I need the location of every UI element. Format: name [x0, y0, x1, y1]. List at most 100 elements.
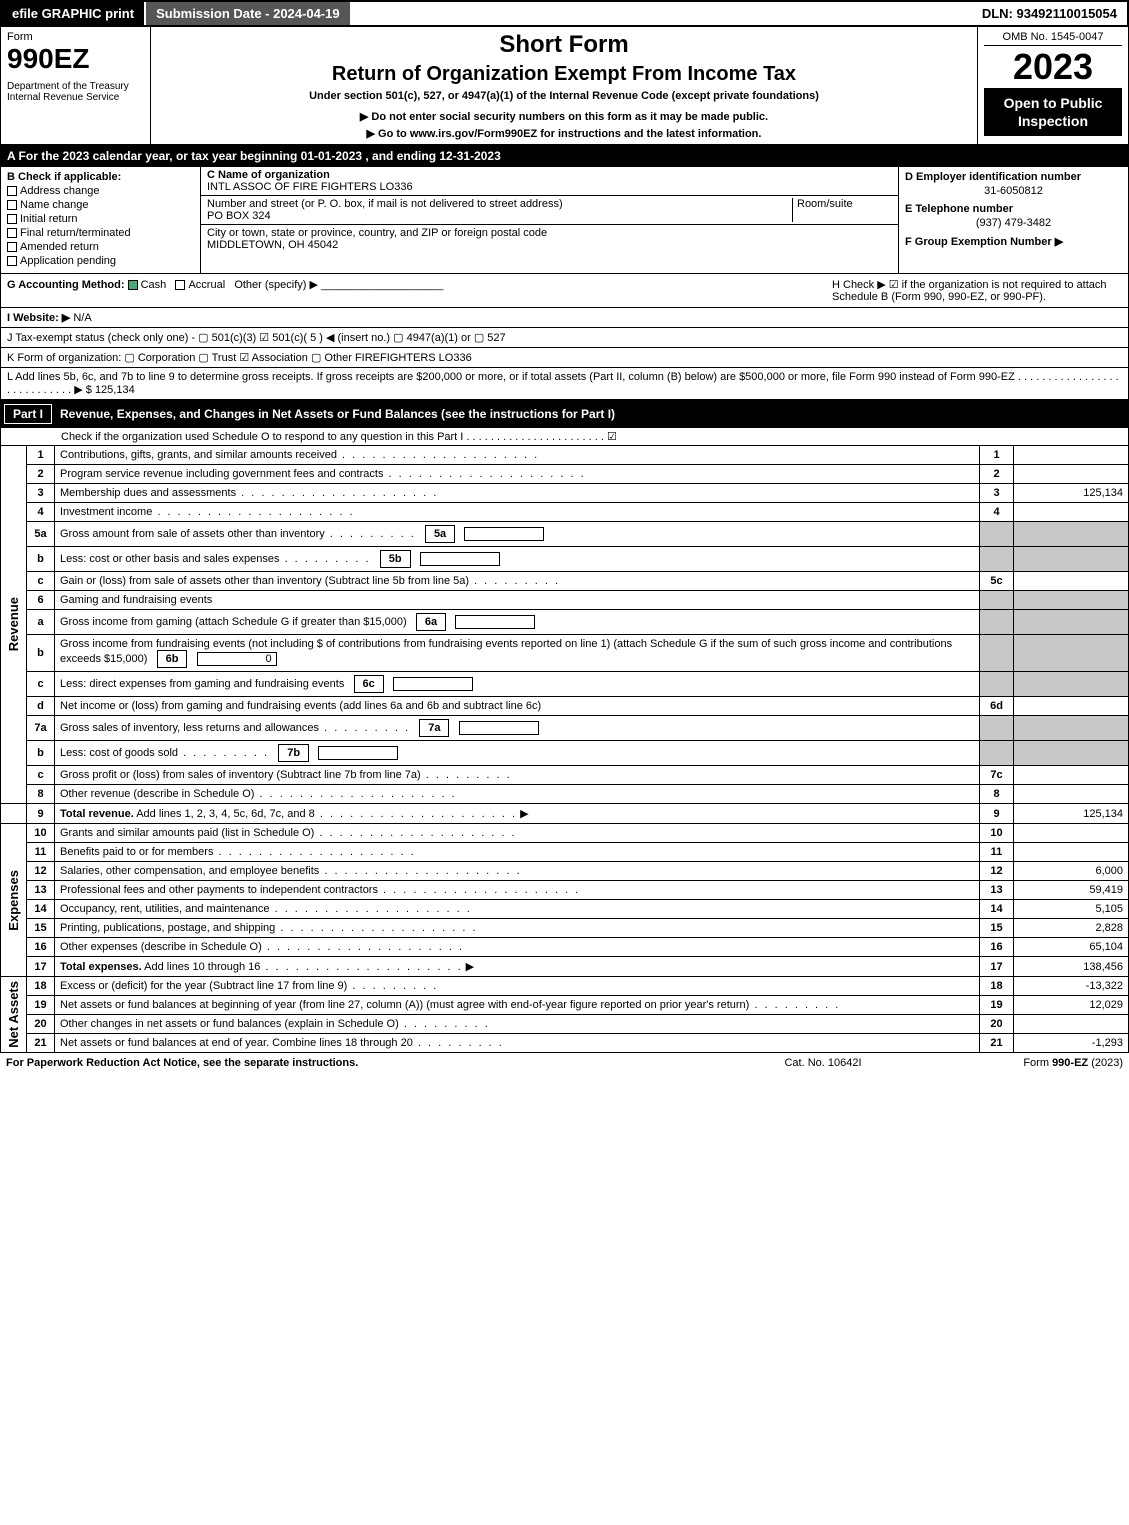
row-l: L Add lines 5b, 6c, and 7b to line 9 to …	[0, 368, 1129, 400]
part1-check-o: Check if the organization used Schedule …	[0, 428, 1129, 445]
footer-left: For Paperwork Reduction Act Notice, see …	[6, 1057, 723, 1069]
chk-name-change[interactable]: Name change	[7, 199, 194, 211]
line-9-amt: 125,134	[1014, 804, 1129, 824]
dln-label: DLN: 93492110015054	[972, 2, 1127, 25]
line-12-amt: 6,000	[1014, 862, 1129, 881]
header-left: Form 990EZ Department of the Treasury In…	[1, 27, 151, 144]
line-20-amt	[1014, 1015, 1129, 1034]
part1-header: Part I Revenue, Expenses, and Changes in…	[0, 400, 1129, 428]
row-g: G Accounting Method: Cash Accrual Other …	[7, 278, 832, 303]
subtitle: Under section 501(c), 527, or 4947(a)(1)…	[159, 90, 969, 102]
section-c: C Name of organization INTL ASSOC OF FIR…	[201, 167, 898, 273]
line-6-text: Gaming and fundraising events	[55, 591, 980, 610]
line-10-amt	[1014, 824, 1129, 843]
chk-accrual[interactable]	[175, 280, 185, 290]
short-form-title: Short Form	[159, 31, 969, 59]
phone-label: E Telephone number	[905, 203, 1122, 215]
footer-right: Form 990-EZ (2023)	[923, 1057, 1123, 1069]
line-3-text: Membership dues and assessments	[55, 484, 980, 503]
chk-initial-return[interactable]: Initial return	[7, 213, 194, 225]
tax-year: 2023	[984, 46, 1122, 88]
row-j: J Tax-exempt status (check only one) - ▢…	[0, 328, 1129, 348]
header-center: Short Form Return of Organization Exempt…	[151, 27, 978, 144]
line-7c-text: Gross profit or (loss) from sales of inv…	[55, 766, 980, 785]
line-14-amt: 5,105	[1014, 900, 1129, 919]
irs-label: Internal Revenue Service	[7, 92, 144, 103]
line-5a-text: Gross amount from sale of assets other t…	[55, 522, 980, 547]
city-label: City or town, state or province, country…	[207, 227, 892, 239]
line-4-text: Investment income	[55, 503, 980, 522]
dept-label: Department of the Treasury	[7, 81, 144, 92]
chk-final-return[interactable]: Final return/terminated	[7, 227, 194, 239]
line-17-amt: 138,456	[1014, 957, 1129, 977]
line-18-text: Excess or (deficit) for the year (Subtra…	[55, 977, 980, 996]
footer-mid: Cat. No. 10642I	[723, 1057, 923, 1069]
city-value: MIDDLETOWN, OH 45042	[207, 239, 892, 251]
form-header: Form 990EZ Department of the Treasury In…	[0, 27, 1129, 145]
part1-label: Part I	[4, 404, 52, 424]
top-bar: efile GRAPHIC print Submission Date - 20…	[0, 0, 1129, 27]
line-11-text: Benefits paid to or for members	[55, 843, 980, 862]
expenses-vlabel: Expenses	[1, 824, 27, 977]
line-17-text: Total expenses. Add lines 10 through 16 …	[55, 957, 980, 977]
footer: For Paperwork Reduction Act Notice, see …	[0, 1053, 1129, 1073]
part1-table: Revenue 1Contributions, gifts, grants, a…	[0, 445, 1129, 1053]
street-value: PO BOX 324	[207, 210, 792, 222]
row-i: I Website: ▶ N/A	[0, 308, 1129, 328]
line-12-text: Salaries, other compensation, and employ…	[55, 862, 980, 881]
efile-print-button[interactable]: efile GRAPHIC print	[2, 2, 146, 25]
chk-address-change[interactable]: Address change	[7, 185, 194, 197]
line-5c-amt	[1014, 572, 1129, 591]
line-7c-amt	[1014, 766, 1129, 785]
line-1-text: Contributions, gifts, grants, and simila…	[55, 446, 980, 465]
line-6b-text: Gross income from fundraising events (no…	[55, 635, 980, 672]
row-gh: G Accounting Method: Cash Accrual Other …	[0, 274, 1129, 308]
revenue-vlabel: Revenue	[1, 446, 27, 804]
line-4-amt	[1014, 503, 1129, 522]
return-title: Return of Organization Exempt From Incom…	[159, 63, 969, 86]
chk-amended-return[interactable]: Amended return	[7, 241, 194, 253]
row-k: K Form of organization: ▢ Corporation ▢ …	[0, 348, 1129, 368]
line-3-amt: 125,134	[1014, 484, 1129, 503]
part1-title: Revenue, Expenses, and Changes in Net As…	[60, 407, 1125, 421]
line-2-amt	[1014, 465, 1129, 484]
section-b: B Check if applicable: Address change Na…	[1, 167, 201, 273]
room-suite-label: Room/suite	[792, 198, 892, 222]
line-13-text: Professional fees and other payments to …	[55, 881, 980, 900]
netassets-vlabel: Net Assets	[1, 977, 27, 1053]
chk-application-pending[interactable]: Application pending	[7, 255, 194, 267]
topbar-spacer	[350, 2, 972, 25]
line-15-amt: 2,828	[1014, 919, 1129, 938]
section-bcd: B Check if applicable: Address change Na…	[0, 167, 1129, 274]
ein-value: 31-6050812	[905, 185, 1122, 197]
group-exemption-label: F Group Exemption Number ▶	[905, 235, 1122, 248]
row-a-tax-year: A For the 2023 calendar year, or tax yea…	[0, 145, 1129, 167]
form-number: 990EZ	[7, 43, 144, 75]
goto-link[interactable]: ▶ Go to www.irs.gov/Form990EZ for instru…	[159, 127, 969, 140]
omb-number: OMB No. 1545-0047	[984, 31, 1122, 46]
form-word: Form	[7, 31, 144, 43]
phone-value: (937) 479-3482	[905, 217, 1122, 229]
line-16-text: Other expenses (describe in Schedule O)	[55, 938, 980, 957]
line-1-amt	[1014, 446, 1129, 465]
chk-cash[interactable]	[128, 280, 138, 290]
line-21-amt: -1,293	[1014, 1034, 1129, 1053]
submission-date: Submission Date - 2024-04-19	[146, 2, 350, 25]
line-21-text: Net assets or fund balances at end of ye…	[55, 1034, 980, 1053]
line-11-amt	[1014, 843, 1129, 862]
line-20-text: Other changes in net assets or fund bala…	[55, 1015, 980, 1034]
website-value: N/A	[73, 312, 91, 324]
line-14-text: Occupancy, rent, utilities, and maintena…	[55, 900, 980, 919]
line-8-text: Other revenue (describe in Schedule O)	[55, 785, 980, 804]
line-6d-amt	[1014, 697, 1129, 716]
header-right: OMB No. 1545-0047 2023 Open to Public In…	[978, 27, 1128, 144]
line-13-amt: 59,419	[1014, 881, 1129, 900]
line-6d-text: Net income or (loss) from gaming and fun…	[55, 697, 980, 716]
line-19-amt: 12,029	[1014, 996, 1129, 1015]
line-6c-text: Less: direct expenses from gaming and fu…	[55, 672, 980, 697]
line-5b-text: Less: cost or other basis and sales expe…	[55, 547, 980, 572]
line-2-text: Program service revenue including govern…	[55, 465, 980, 484]
line-19-text: Net assets or fund balances at beginning…	[55, 996, 980, 1015]
line-18-amt: -13,322	[1014, 977, 1129, 996]
line-5c-text: Gain or (loss) from sale of assets other…	[55, 572, 980, 591]
